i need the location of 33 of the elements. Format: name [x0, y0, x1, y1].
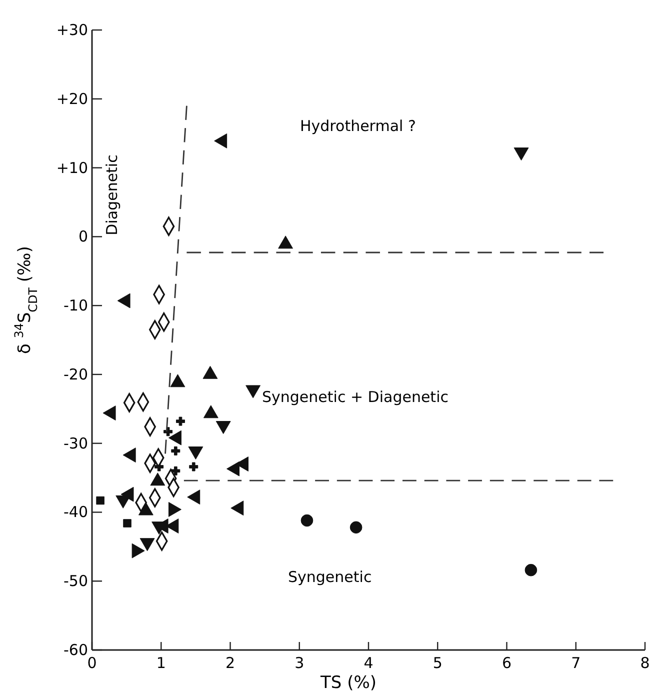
- y-tick-label: -50: [64, 572, 88, 590]
- point: [96, 496, 104, 505]
- y-tick-label: +20: [56, 90, 88, 108]
- point: [171, 466, 180, 476]
- y-tick-label: -60: [64, 641, 88, 659]
- y-tick-label: -40: [64, 503, 88, 522]
- annotation: Hydrothermal ?: [300, 117, 416, 135]
- y-tick-label: -30: [64, 434, 88, 452]
- point: [524, 564, 538, 576]
- x-tick-label: 7: [571, 654, 581, 672]
- annotation: Diagenetic: [103, 154, 121, 236]
- annotation: Syngenetic + Diagenetic: [262, 388, 448, 406]
- x-tick-label: 5: [432, 654, 442, 672]
- point: [171, 446, 180, 456]
- y-tick-label: +10: [56, 158, 88, 177]
- x-axis-title: TS (%): [320, 673, 376, 693]
- x-tick-label: 2: [225, 654, 236, 672]
- y-tick-label: 0: [78, 228, 88, 246]
- point: [350, 521, 362, 534]
- x-tick-label: 3: [294, 654, 304, 672]
- annotation: Syngenetic: [288, 568, 372, 586]
- point: [300, 514, 314, 527]
- y-tick-label: -10: [64, 296, 88, 315]
- point: [123, 519, 132, 528]
- x-tick-label: 4: [364, 654, 374, 672]
- x-tick-label: 6: [502, 654, 512, 672]
- y-tick-label: +30: [56, 21, 88, 39]
- point: [164, 427, 173, 436]
- point: [189, 462, 198, 472]
- x-tick-label: 8: [640, 654, 650, 672]
- point: [176, 416, 185, 426]
- x-tick-label: 1: [156, 654, 166, 672]
- y-tick-label: -20: [64, 365, 88, 384]
